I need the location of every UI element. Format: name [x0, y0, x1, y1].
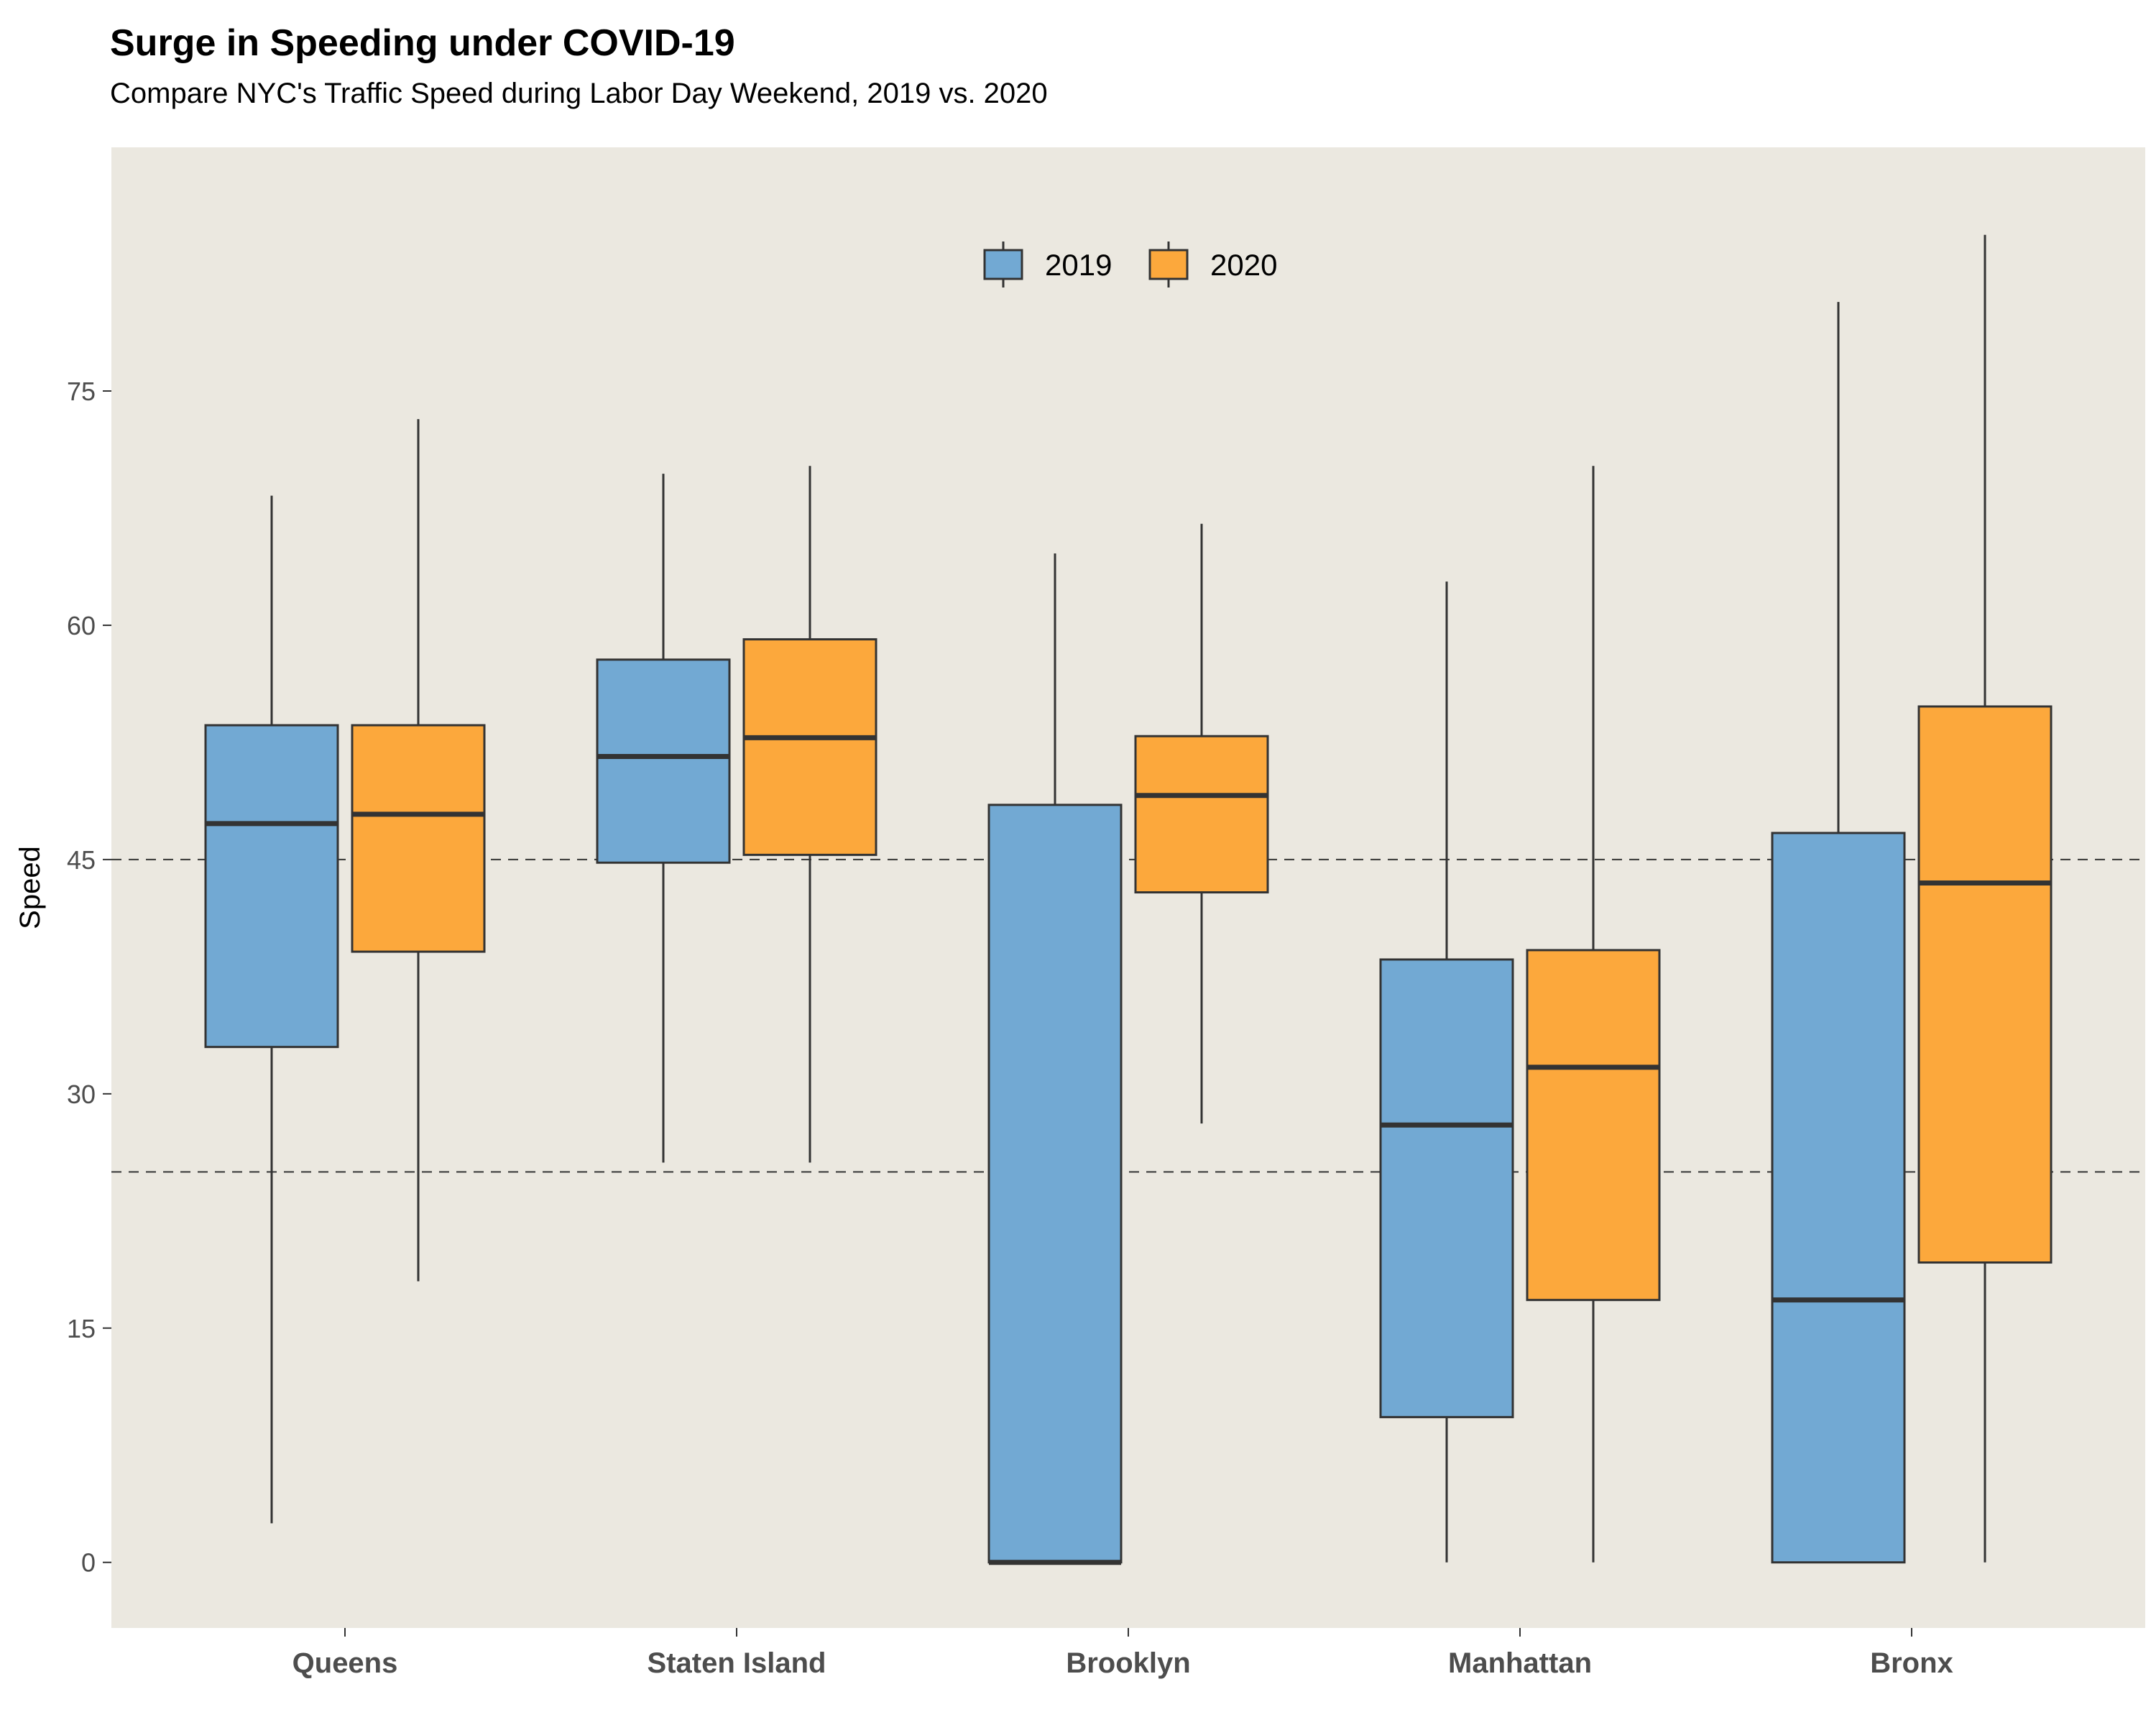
- legend-key: [983, 249, 1023, 280]
- legend-item-2020: 2020: [1148, 242, 1277, 288]
- x-tick-label: Manhattan: [1448, 1647, 1592, 1679]
- box-staten-island-2020: [742, 466, 877, 1163]
- x-tick-label: Brooklyn: [1066, 1647, 1190, 1679]
- legend-label: 2020: [1210, 248, 1277, 282]
- y-tick-label: 60: [67, 611, 96, 640]
- y-tick-label: 30: [67, 1080, 96, 1109]
- y-tick-label: 0: [81, 1548, 96, 1578]
- legend-label: 2019: [1045, 248, 1112, 282]
- box-brooklyn-2019: [987, 553, 1123, 1565]
- box-iqr: [1917, 705, 2053, 1264]
- x-tick-label: Queens: [292, 1647, 398, 1679]
- x-tick-label: Staten Island: [648, 1647, 826, 1679]
- y-tick-label: 45: [67, 845, 96, 875]
- legend-key: [1148, 249, 1189, 280]
- box-manhattan-2020: [1526, 466, 1661, 1563]
- legend-item-2019: 2019: [983, 242, 1112, 288]
- box-staten-island-2019: [596, 474, 731, 1163]
- box-iqr: [351, 724, 486, 953]
- box-iqr: [1526, 949, 1661, 1302]
- legend: 2019 2020: [983, 242, 1277, 288]
- box-queens-2020: [351, 419, 486, 1282]
- box-iqr: [742, 638, 877, 856]
- box-iqr: [1771, 832, 1906, 1564]
- chart-title: Surge in Speeding under COVID-19: [110, 22, 735, 64]
- x-tick-label: Bronx: [1870, 1647, 1953, 1679]
- chart-subtitle: Compare NYC's Traffic Speed during Labor…: [110, 78, 1048, 109]
- box-queens-2019: [204, 495, 339, 1524]
- box-bronx-2019: [1771, 302, 1906, 1564]
- box-manhattan-2019: [1379, 581, 1514, 1563]
- y-tick-label: 15: [67, 1314, 96, 1343]
- box-iqr: [596, 658, 731, 864]
- box-iqr: [1379, 958, 1514, 1419]
- box-bronx-2020: [1917, 234, 2053, 1563]
- box-iqr: [204, 724, 339, 1049]
- box-iqr: [1134, 735, 1269, 894]
- box-brooklyn-2020: [1134, 523, 1269, 1124]
- box-iqr: [987, 804, 1123, 1564]
- y-tick-label: 75: [67, 377, 96, 406]
- y-axis-title: Speed: [14, 846, 46, 929]
